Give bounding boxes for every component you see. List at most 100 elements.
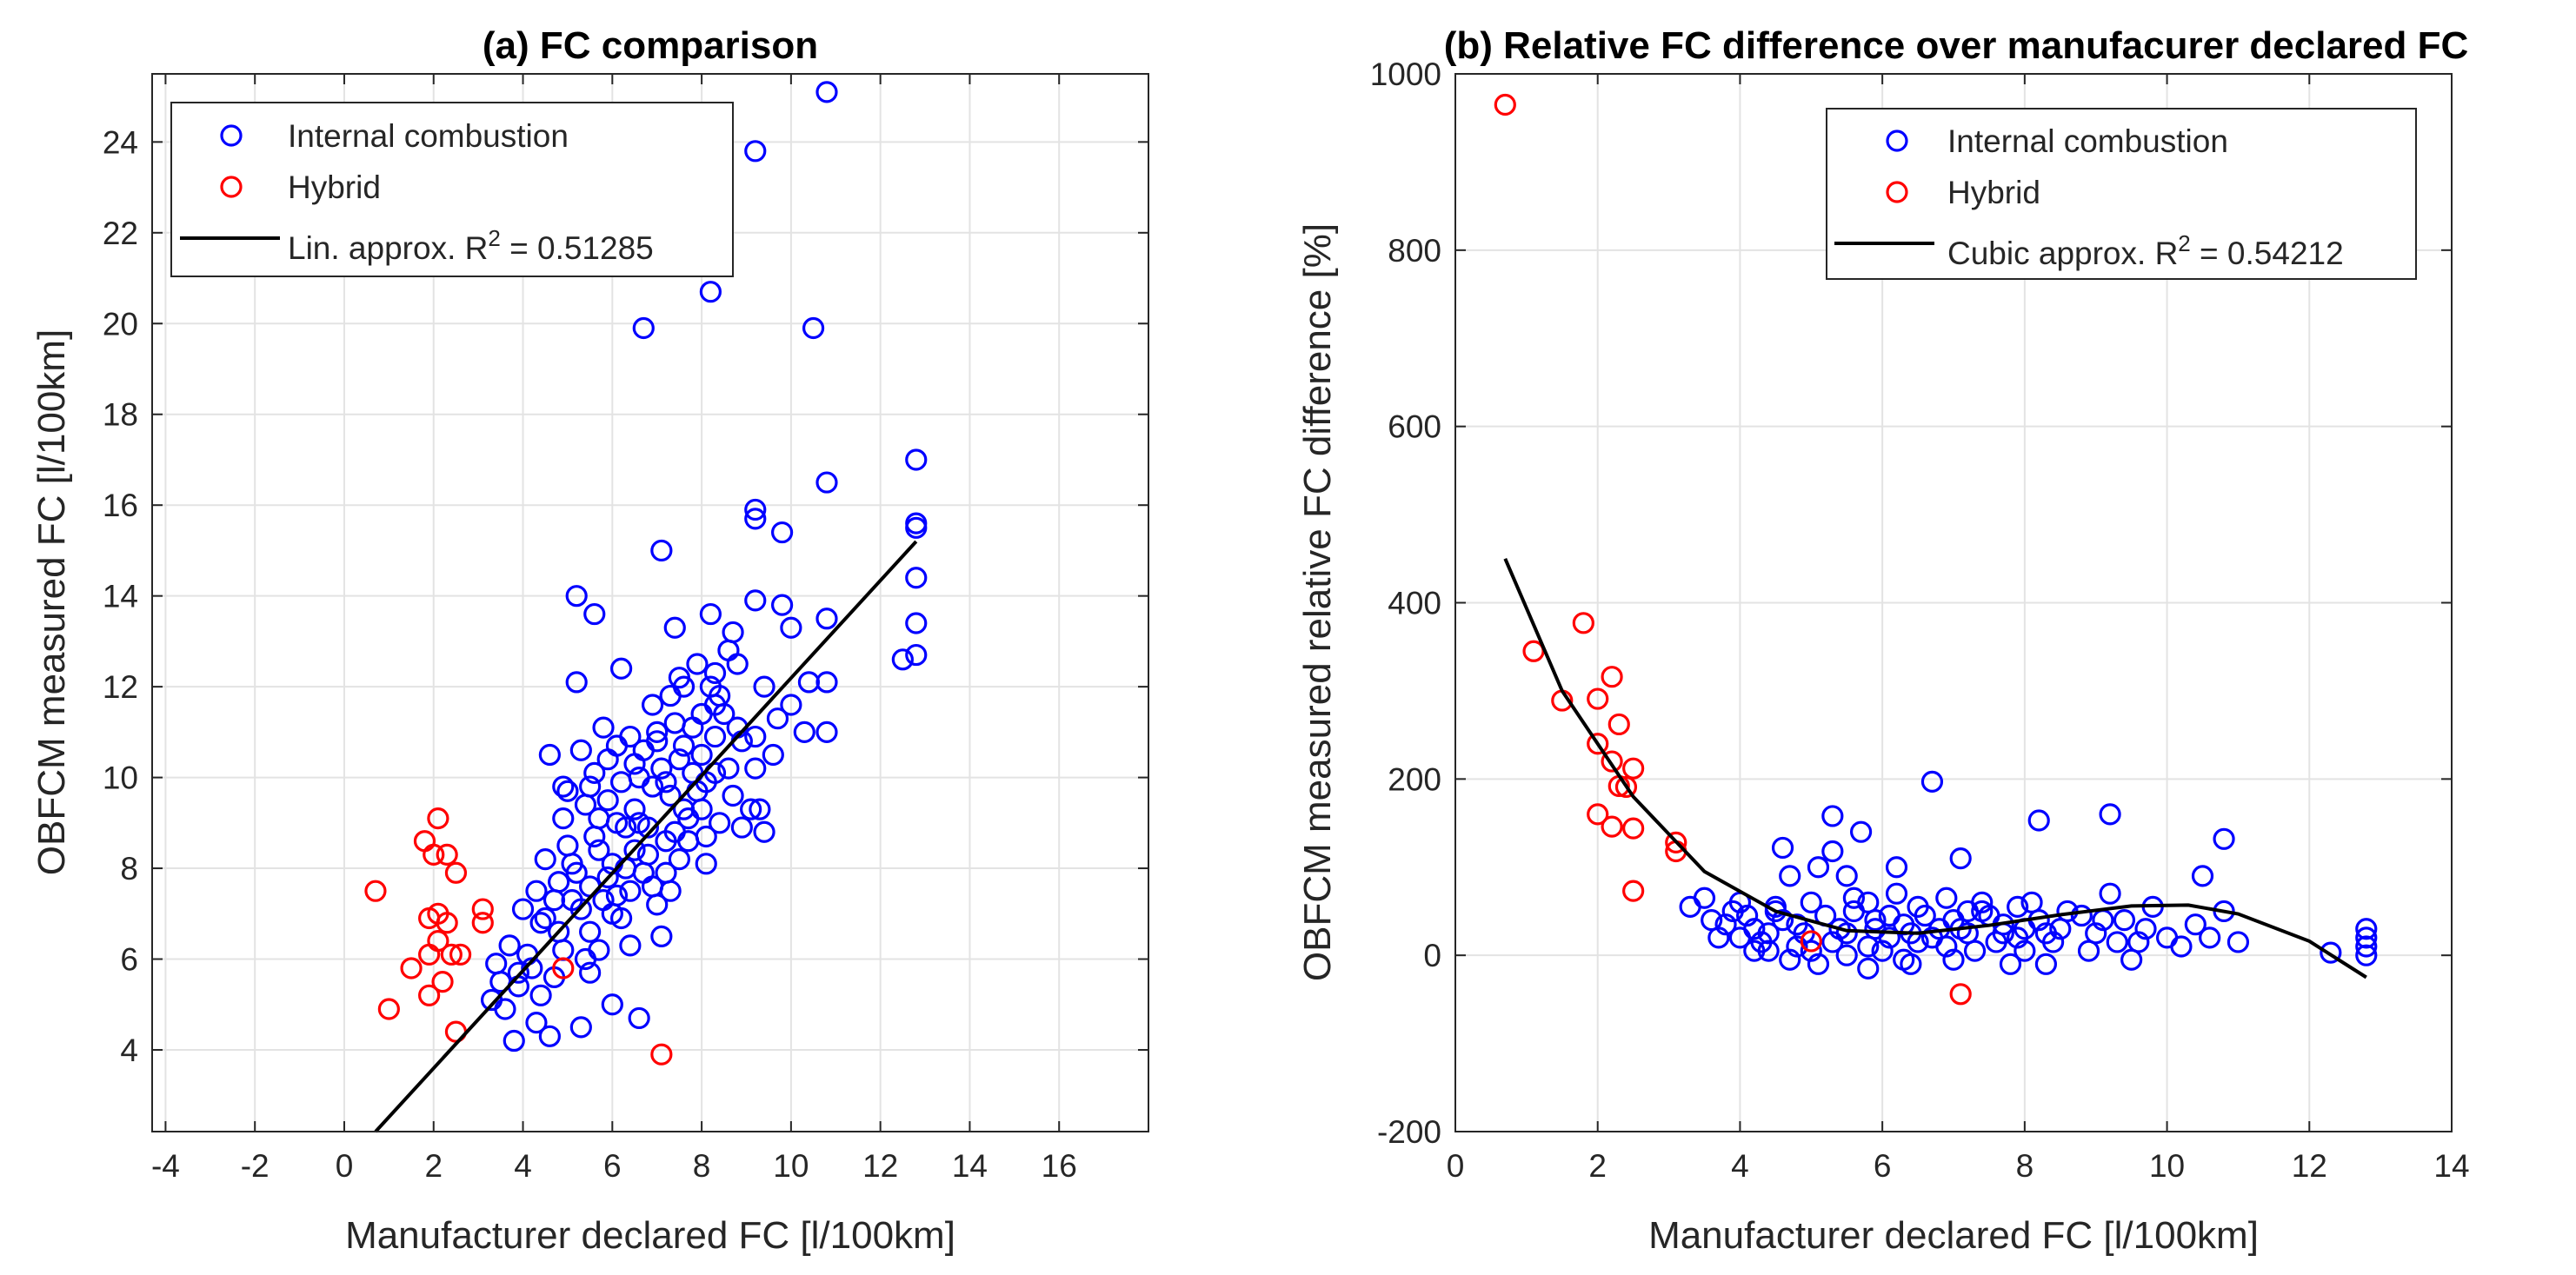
panel-b-point-hybrid <box>1572 612 1594 634</box>
panel-a-point-internal-combustion <box>766 707 789 730</box>
panel-b-point-hybrid <box>1601 666 1623 688</box>
panel-a-point-internal-combustion <box>534 848 556 871</box>
panel-a-point-internal-combustion <box>583 825 606 848</box>
panel-a-point-hybrid <box>400 957 423 979</box>
panel-b-point-internal-combustion <box>1963 940 1987 962</box>
panel-b-xtick-label: 4 <box>1731 1148 1749 1184</box>
panel-b-point-internal-combustion <box>2099 803 2121 826</box>
panel-a-point-hybrid <box>436 843 458 866</box>
panel-b-point-hybrid <box>1622 757 1645 780</box>
panel-a-point-internal-combustion <box>574 947 597 971</box>
panel-a-point-internal-combustion <box>619 725 642 748</box>
panel-b-point-internal-combustion <box>1971 900 1994 923</box>
panel-a-point-internal-combustion <box>494 998 516 1020</box>
panel-b-point-internal-combustion <box>1885 856 1908 879</box>
panel-a-point-internal-combustion <box>780 616 802 639</box>
panel-a-legend-ic-marker <box>220 124 243 147</box>
panel-a-xtick-label: 4 <box>514 1148 532 1184</box>
panel-b-point-internal-combustion <box>2355 944 2378 966</box>
panel-a-point-internal-combustion <box>663 616 686 639</box>
panel-a-point-internal-combustion <box>623 839 646 861</box>
panel-b-legend-ic-label: Internal combustion <box>1947 123 2228 159</box>
panel-a-point-internal-combustion <box>588 939 610 961</box>
panel-a-axes-box <box>151 73 1149 1132</box>
panel-b-point-internal-combustion <box>2034 953 2058 975</box>
panel-a-point-hybrid <box>427 807 449 830</box>
panel-a-point-internal-combustion <box>722 784 744 807</box>
panel-b-ytick-label: 400 <box>1388 586 1441 621</box>
panel-a-point-internal-combustion <box>601 993 623 1016</box>
panel-a-point-internal-combustion <box>672 734 696 757</box>
panel-b-point-internal-combustion <box>1999 953 2022 975</box>
panel-b-point-hybrid <box>1601 815 1623 838</box>
panel-b-point-hybrid <box>1622 817 1645 840</box>
panel-a-point-internal-combustion <box>588 839 610 861</box>
panel-a-point-internal-combustion <box>717 639 740 661</box>
panel-a-point-internal-combustion <box>753 820 775 843</box>
panel-b-point-internal-combustion <box>1835 865 1858 887</box>
panel-a-ytick-label: 24 <box>103 124 138 160</box>
panel-a-point-internal-combustion <box>565 585 588 608</box>
panel-b-point-internal-combustion <box>1871 940 1894 962</box>
panel-a-legend-fit-text: Lin. approx. R <box>288 230 488 266</box>
panel-a-point-internal-combustion <box>703 694 727 716</box>
panel-b-point-internal-combustion <box>1736 904 1759 927</box>
panel-a-point-internal-combustion <box>744 725 767 748</box>
panel-a-point-hybrid <box>364 880 387 902</box>
panel-a-point-internal-combustion <box>690 743 713 767</box>
panel-b-point-hybrid <box>1587 733 1609 755</box>
panel-a-point-internal-combustion <box>780 694 802 716</box>
panel-a-point-internal-combustion <box>815 721 838 743</box>
panel-b-point-internal-combustion <box>1821 805 1844 827</box>
panel-a-ytick-label: 14 <box>103 579 138 614</box>
panel-a-point-hybrid <box>449 943 472 966</box>
panel-b-point-internal-combustion <box>2155 926 2179 949</box>
panel-b-xtick-label: 2 <box>1588 1148 1607 1184</box>
panel-a-point-hybrid <box>418 984 441 1006</box>
panel-a-point-internal-combustion <box>659 684 682 707</box>
panel-b-point-internal-combustion <box>1920 926 1944 949</box>
panel-b-legend-fit-value: = 0.54212 <box>2191 236 2344 271</box>
panel-b-point-internal-combustion <box>1857 957 1880 979</box>
panel-a-point-internal-combustion <box>762 743 784 767</box>
panel-a-xtick-label: 6 <box>603 1148 622 1184</box>
panel-a-point-internal-combustion <box>632 316 655 340</box>
panel-b-ytick-label: -200 <box>1377 1114 1441 1150</box>
panel-b-legend-ic-marker <box>1886 129 1908 152</box>
panel-a-point-internal-combustion <box>529 912 552 934</box>
panel-b-point-internal-combustion <box>1679 895 1701 918</box>
panel-b-ytick-label: 600 <box>1388 409 1441 445</box>
panel-b-point-hybrid <box>1587 687 1609 710</box>
panel-a-point-internal-combustion <box>569 739 592 761</box>
panel-b-point-internal-combustion <box>2007 895 2029 918</box>
panel-a-point-internal-combustion <box>744 508 767 530</box>
panel-a-point-internal-combustion <box>663 712 686 734</box>
panel-a-legend-fit-label: Lin. approx. R2 = 0.51285 <box>288 225 654 266</box>
panel-a-point-internal-combustion <box>548 920 570 943</box>
panel-a-ytick-label: 18 <box>103 397 138 433</box>
panel-a-point-internal-combustion <box>650 925 673 948</box>
panel-a-point-internal-combustion <box>744 140 767 163</box>
panel-b-point-internal-combustion <box>2127 931 2150 953</box>
panel-b-point-internal-combustion <box>2213 827 2235 850</box>
panel-b-point-internal-combustion <box>1786 913 1808 936</box>
panel-a: -4 -2 0 2 4 6 8 10 12 14 164681012141618202224(a) … <box>30 24 1149 1257</box>
panel-a-point-internal-combustion <box>905 448 928 471</box>
panel-a-xlabel: Manufacturer declared FC [l/100km] <box>345 1214 955 1257</box>
panel-b-legend-fit-sup: 2 <box>2178 230 2190 256</box>
panel-a-point-internal-combustion <box>726 653 749 675</box>
panel-a-point-internal-combustion <box>592 716 615 739</box>
panel-a-point-internal-combustion <box>749 798 771 820</box>
panel-a-point-internal-combustion <box>815 671 838 694</box>
panel-b-point-hybrid <box>1601 750 1623 773</box>
panel-a-point-internal-combustion <box>636 843 660 866</box>
panel-a-xtick-label: 12 <box>862 1148 898 1184</box>
panel-a-point-hybrid <box>471 898 494 920</box>
panel-b-point-internal-combustion <box>1764 900 1787 923</box>
panel-a-point-internal-combustion <box>619 934 642 957</box>
panel-a-legend-fit-value: = 0.51285 <box>501 230 654 266</box>
panel-b-point-internal-combustion <box>2099 882 2121 905</box>
panel-a-point-hybrid <box>471 912 494 934</box>
panel-a-point-internal-combustion <box>632 861 655 884</box>
panel-a-point-internal-combustion <box>579 961 602 984</box>
